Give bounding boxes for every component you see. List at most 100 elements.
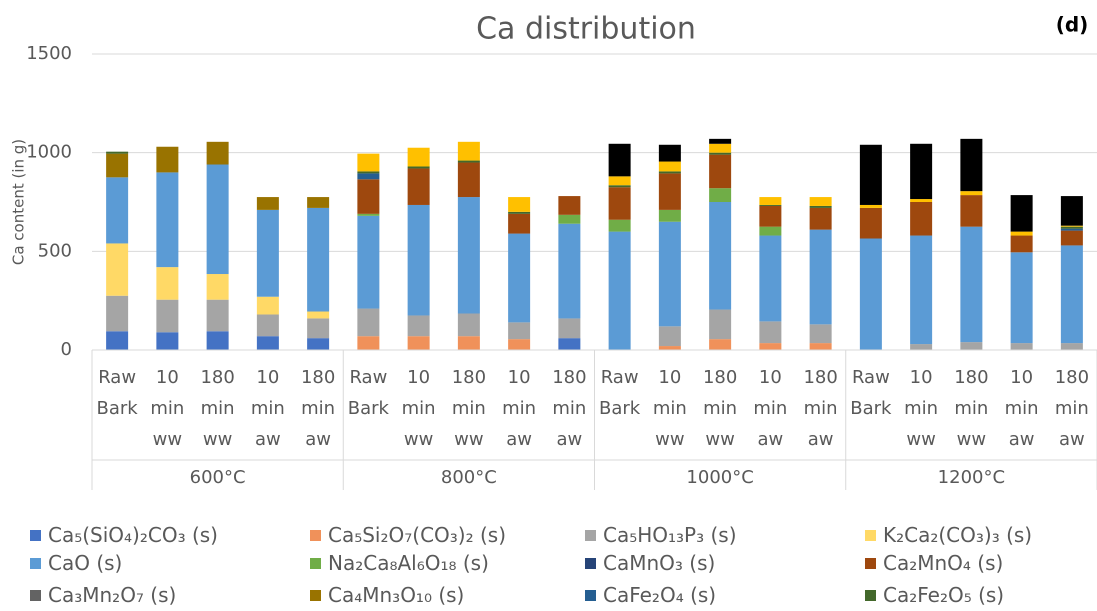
bar-segment: [658, 326, 681, 347]
bar-segment: [307, 197, 330, 208]
bar-segment: [106, 151, 129, 154]
bar-segment: [910, 235, 933, 345]
bar-segment: [558, 338, 581, 350]
legend-label: Ca₅(SiO₄)₂CO₃ (s): [48, 523, 218, 547]
bar-segment: [709, 339, 732, 350]
x-tick-label: Raw Bark: [96, 367, 138, 419]
legend-entry: Ca₃Mn₂O₇ (s): [30, 583, 176, 607]
chart-title: Ca distribution: [476, 12, 696, 47]
x-tick-label: 180 min ww: [702, 367, 738, 450]
bar-segment: [307, 338, 330, 350]
bar-segment: [1060, 226, 1083, 229]
bar-segment: [407, 168, 430, 205]
x-tick-label: 180 min aw: [1054, 367, 1090, 450]
legend-swatch: [310, 557, 321, 569]
bar-segment: [1010, 343, 1033, 350]
bar-segment: [508, 322, 531, 340]
legend-swatch: [310, 589, 321, 601]
legend-label: CaFe₂O₄ (s): [603, 583, 717, 607]
bar-segment: [508, 213, 531, 234]
bar-segment: [809, 207, 832, 230]
bar-segment: [457, 141, 480, 161]
bar-segment: [910, 199, 933, 202]
legend-swatch: [585, 529, 596, 541]
bar-segment: [809, 324, 832, 344]
legend-entry: Na₂Ca₈Al₆O₁₈ (s): [310, 551, 489, 575]
x-tick-label: 10 min ww: [652, 367, 687, 450]
bar-segment: [407, 315, 430, 337]
bar-segment: [508, 339, 531, 350]
bar-segment: [759, 235, 782, 322]
bar-segment: [407, 336, 430, 350]
bar-segment: [608, 143, 631, 177]
bar-segment: [658, 161, 681, 172]
x-tick-label: 10 min aw: [250, 367, 285, 450]
bar-segment: [960, 226, 983, 343]
y-tick-label: 1000: [26, 142, 72, 163]
legend-swatch: [865, 529, 876, 541]
bar-segment: [457, 336, 480, 350]
bar-segment: [658, 144, 681, 162]
legend-label: CaMnO₃ (s): [603, 551, 716, 575]
legend-entry: Ca₅HO₁₃P₃ (s): [585, 523, 737, 547]
bar-segment: [206, 331, 229, 350]
bar-segment: [407, 147, 430, 167]
bar-segment: [709, 143, 732, 153]
bar-segment: [307, 311, 330, 319]
y-tick-label: 1500: [26, 43, 72, 64]
legend-swatch: [30, 529, 41, 541]
bar-segment: [759, 205, 782, 227]
x-tick-label: Raw Bark: [599, 367, 641, 419]
bar-segment: [106, 295, 129, 332]
bar-segment: [960, 138, 983, 192]
legend-label: Na₂Ca₈Al₆O₁₈ (s): [328, 551, 489, 575]
bar-segment: [1060, 343, 1083, 350]
bar-segment: [709, 154, 732, 189]
bar-segment: [307, 207, 330, 312]
bar-segment: [608, 231, 631, 350]
bar-segment: [1060, 230, 1083, 246]
bar-segment: [658, 209, 681, 222]
bar-segment: [960, 195, 983, 227]
legend-label: Ca₅Si₂O₇(CO₃)₂ (s): [328, 523, 506, 547]
bar-segment: [960, 342, 983, 350]
bar-segment: [658, 173, 681, 210]
group-label: 1200°C: [938, 467, 1005, 488]
bar-segment: [759, 226, 782, 236]
legend-swatch: [585, 557, 596, 569]
legend-entry: Ca₅Si₂O₇(CO₃)₂ (s): [310, 523, 506, 547]
x-tick-label: 180 min ww: [451, 367, 487, 450]
bar-segment: [859, 144, 882, 205]
bar-segment: [608, 176, 631, 186]
bar-segment: [859, 204, 882, 208]
bar-segment: [759, 197, 782, 205]
bar-segment: [960, 191, 983, 196]
bar-segment: [256, 314, 279, 337]
legend-swatch: [865, 557, 876, 569]
bar-segment: [709, 202, 732, 310]
x-tick-label: 10 min ww: [904, 367, 939, 450]
bar-segment: [457, 162, 480, 198]
legend-entry: CaMnO₃ (s): [585, 551, 715, 575]
bar-segment: [457, 160, 480, 163]
bar-segment: [508, 233, 531, 323]
legend-label: Ca₂Fe₂O₅ (s): [883, 583, 1005, 607]
bar-segment: [809, 205, 832, 208]
bar-segment: [709, 188, 732, 202]
bar-segment: [357, 171, 380, 174]
bar-segment: [256, 296, 279, 315]
legend-swatch: [585, 589, 596, 601]
panel-label: (d): [1056, 13, 1089, 37]
bar-segment: [508, 211, 531, 214]
bar-segment: [156, 267, 179, 300]
x-tick-label: 180 min aw: [300, 367, 336, 450]
bar-segment: [256, 336, 279, 350]
bar-segment: [357, 213, 380, 216]
legend-swatch: [865, 589, 876, 601]
bar-segment: [709, 152, 732, 155]
bar-segment: [256, 197, 279, 210]
legend-entry: Ca₂Fe₂O₅ (s): [865, 583, 1004, 607]
bar-segment: [357, 173, 380, 180]
y-axis-label: Ca content (in g): [10, 139, 28, 265]
